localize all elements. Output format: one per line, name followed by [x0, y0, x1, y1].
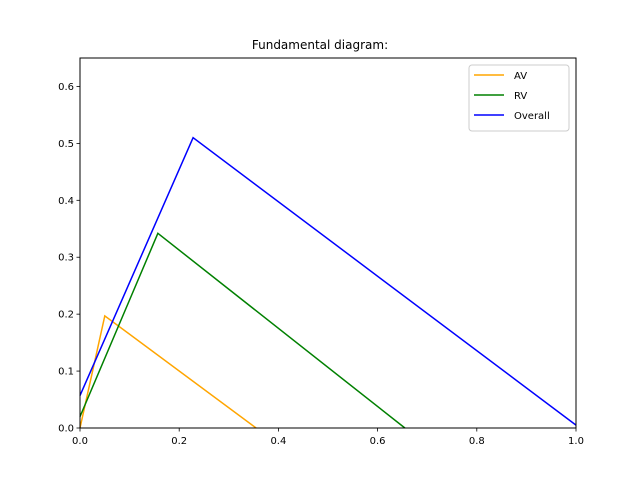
series-line-rv: [79, 232, 406, 429]
x-tick-label: 1.0: [568, 436, 584, 447]
x-axis: 0.0 0.2 0.4 0.6 0.8 1.0: [72, 428, 584, 447]
y-tick-label: 0.1: [58, 367, 74, 378]
y-tick-label: 0.3: [58, 253, 74, 264]
legend-label-rv: RV: [514, 91, 527, 102]
y-tick-label: 0.2: [58, 310, 74, 321]
chart-title: Fundamental diagram:: [252, 38, 388, 52]
series-line-av: [79, 314, 257, 429]
x-tick-label: 0.6: [370, 436, 386, 447]
legend: AV RV Overall: [468, 64, 570, 132]
plot-lines: [79, 136, 577, 429]
legend-label-overall: Overall: [514, 111, 550, 122]
y-tick-label: 0.4: [58, 196, 74, 207]
x-tick-label: 0.8: [469, 436, 485, 447]
x-tick-label: 0.0: [72, 436, 88, 447]
x-tick-label: 0.4: [270, 436, 286, 447]
legend-label-av: AV: [514, 71, 527, 82]
y-axis: 0.0 0.1 0.2 0.3 0.4 0.5 0.6: [58, 82, 80, 435]
y-tick-label: 0.0: [58, 424, 74, 435]
x-tick-label: 0.2: [171, 436, 187, 447]
series-line-overall: [79, 136, 577, 426]
plot-frame: [79, 57, 577, 429]
y-tick-label: 0.6: [58, 82, 74, 93]
y-tick-label: 0.5: [58, 139, 74, 150]
